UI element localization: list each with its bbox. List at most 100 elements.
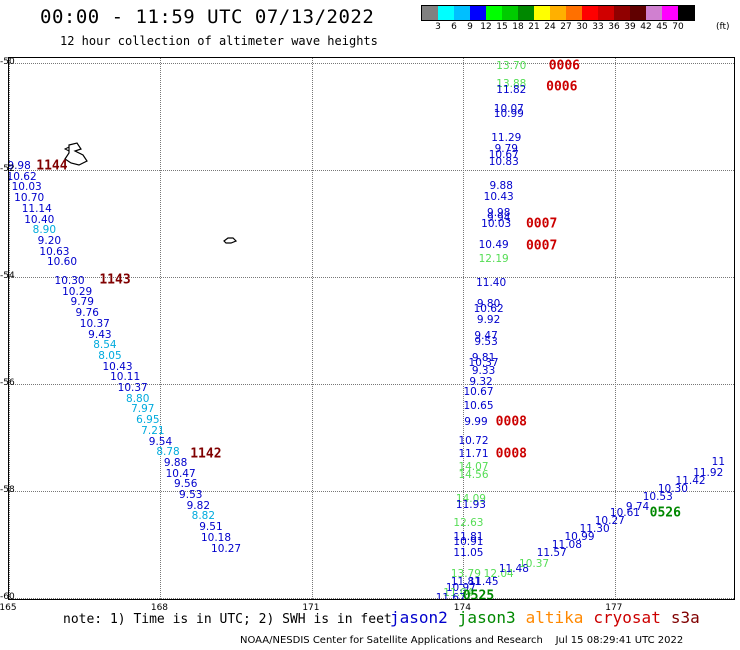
swh-value: 10.18: [200, 531, 232, 544]
color-scale-tick: 30: [576, 22, 588, 32]
color-swatch: [518, 6, 534, 20]
swh-value: 11.71: [458, 447, 489, 460]
pass-time-label: 0008: [495, 446, 527, 462]
swh-value: 9.20: [37, 234, 62, 247]
latitude-label: -52: [0, 164, 15, 175]
swh-value: 10.29: [62, 285, 93, 298]
legend-entry: altika: [525, 608, 584, 627]
swh-value: 9.76: [75, 306, 99, 319]
color-scale-tick: 6: [451, 22, 457, 32]
swh-value: 9.54: [148, 435, 173, 448]
swh-value: 8.78: [156, 446, 180, 459]
credit-line: NOAA/NESDIS Center for Satellite Applica…: [240, 635, 684, 646]
longitude-label: 168: [150, 603, 169, 613]
swh-value: 10.43: [483, 190, 514, 203]
latitude-label: -54: [0, 271, 15, 282]
pass-time-label: 0008: [495, 414, 527, 430]
color-swatch: [598, 6, 614, 20]
swh-value: 9.43: [88, 328, 112, 341]
color-swatch: [438, 6, 454, 20]
swh-value: 14.07: [458, 461, 489, 473]
swh-value: 10.67: [463, 386, 494, 399]
swh-value: 10.97: [445, 581, 476, 594]
color-swatch: [614, 6, 630, 20]
swh-value: 10.72: [458, 434, 489, 447]
swh-value: 11.04: [443, 586, 474, 599]
auckland-islands-outline: [63, 142, 88, 166]
swh-value: 10.07: [493, 102, 524, 115]
pass-time-label: 0006: [548, 58, 580, 74]
color-swatch: [582, 6, 598, 20]
latitude-label: -50: [0, 57, 15, 68]
swh-value: 10.40: [24, 213, 55, 226]
swh-value: 10.30: [54, 274, 85, 287]
swh-value: 10.30: [657, 482, 688, 495]
color-swatch: [630, 6, 646, 20]
swh-value: 10.49: [478, 238, 509, 251]
pass-time-label: 0006: [546, 79, 578, 95]
swh-value: 9.32: [469, 375, 493, 388]
swh-value: 11.05: [453, 546, 484, 559]
swh-value: 10.99: [493, 107, 524, 120]
swh-value: 9.56: [173, 478, 198, 491]
color-swatch: [486, 6, 502, 20]
swh-value: 9.47: [474, 329, 498, 342]
swh-value: 13.79: [450, 568, 481, 580]
swh-value: 10.37: [519, 557, 550, 570]
pass-time-label: 0007: [525, 216, 558, 232]
meridian-line: [311, 58, 313, 599]
color-scale-bar: [421, 5, 695, 21]
swh-value: 11.82: [496, 83, 527, 96]
swh-value: 11.67: [435, 592, 466, 600]
meridian-line: [160, 58, 162, 599]
parallel-line: [9, 384, 734, 386]
swh-value: 10.37: [79, 317, 110, 330]
color-swatch: [470, 6, 486, 20]
color-swatch: [662, 6, 678, 20]
satellite-legend: jason2 jason3 altika cryosat s3a: [390, 608, 710, 627]
swh-value: 14.09: [455, 493, 486, 506]
color-scale-tick: 33: [592, 22, 604, 32]
pass-time-label: 0007: [525, 238, 558, 254]
swh-value: 9.79: [70, 296, 94, 309]
campbell-island-outline: [223, 237, 237, 244]
color-scale-tick: 3: [435, 22, 441, 32]
color-swatch: [566, 6, 582, 20]
swh-value: 10.70: [14, 191, 45, 204]
swh-value: 11.29: [491, 131, 522, 144]
swh-value: 12.19: [478, 252, 509, 265]
swh-value: 11.08: [551, 538, 582, 551]
pass-time-label: 1143: [99, 272, 131, 288]
latitude-label: -56: [0, 378, 15, 389]
longitude-label: 165: [0, 603, 17, 613]
swh-value: 10.61: [609, 506, 640, 519]
swh-value: 10.62: [473, 303, 504, 316]
color-swatch: [454, 6, 470, 20]
color-scale-tick: 12: [480, 22, 492, 32]
swh-value: 11.93: [455, 498, 486, 511]
swh-value: 9.33: [471, 364, 496, 377]
swh-value: 14.56: [458, 469, 489, 482]
parallel-line: [9, 277, 734, 279]
color-swatch: [550, 6, 566, 20]
meridian-line: [9, 58, 10, 599]
color-scale-tick: 24: [544, 22, 556, 32]
color-scale-tick: 27: [560, 22, 572, 32]
color-scale-tick: 70: [672, 22, 684, 32]
swh-value: 10.27: [594, 514, 625, 527]
swh-value: 9.88: [489, 180, 513, 193]
swh-value: 8.80: [126, 392, 150, 405]
swh-value: 10.99: [564, 530, 595, 543]
color-scale-tick: 42: [640, 22, 652, 32]
swh-value: 10.43: [102, 360, 133, 373]
color-scale-unit: (ft): [716, 22, 730, 32]
legend-entry: s3a: [670, 608, 700, 627]
swh-value: 8.54: [93, 339, 117, 352]
swh-value: 10.11: [110, 371, 141, 384]
swh-value: 10.47: [165, 467, 196, 480]
swh-value: 10.27: [211, 542, 242, 555]
swh-value: 10.63: [39, 245, 70, 258]
swh-value: 11.48: [498, 562, 529, 575]
longitude-label: 174: [453, 603, 471, 613]
legend-entry: jason3: [457, 608, 516, 627]
